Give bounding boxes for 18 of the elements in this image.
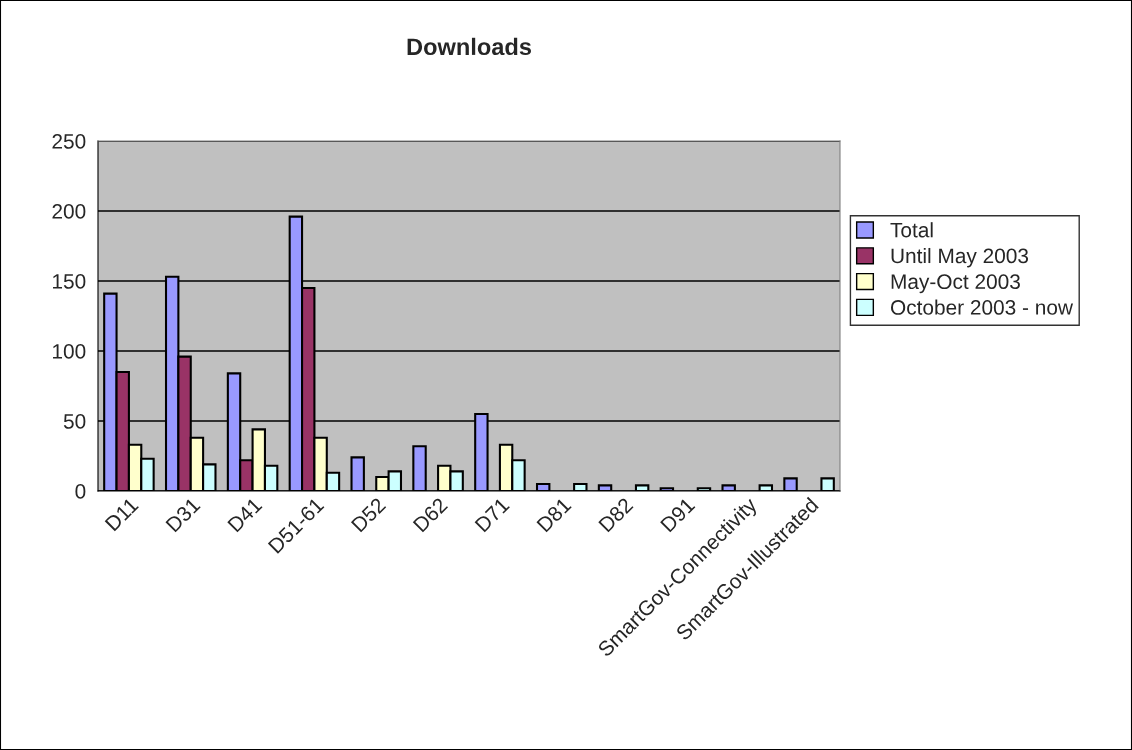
y-tick-label: 200 [52,204,86,219]
y-tick-label: 150 [53,274,86,289]
x-tick-label: D11 [104,497,139,532]
x-tick-label: D71 [474,497,510,533]
legend-label: Total [890,222,933,238]
x-tick-label: D41 [227,497,263,533]
y-tick-label: 50 [63,414,86,429]
y-tick-label: 0 [75,484,86,499]
legend-label: May-Oct 2003 [891,274,1020,294]
x-tick-label: D31 [165,496,201,533]
chart-title: Downloads [407,37,531,56]
x-tick-label: D62 [412,496,449,533]
legend-label: October 2003 - now [890,299,1074,315]
x-tick-label: D81 [536,496,572,533]
y-tick-label: 100 [53,344,86,359]
y-tick-label: 250 [52,134,86,149]
x-tick-label: D52 [350,496,387,533]
legend-label: Until May 2003 [891,247,1029,268]
